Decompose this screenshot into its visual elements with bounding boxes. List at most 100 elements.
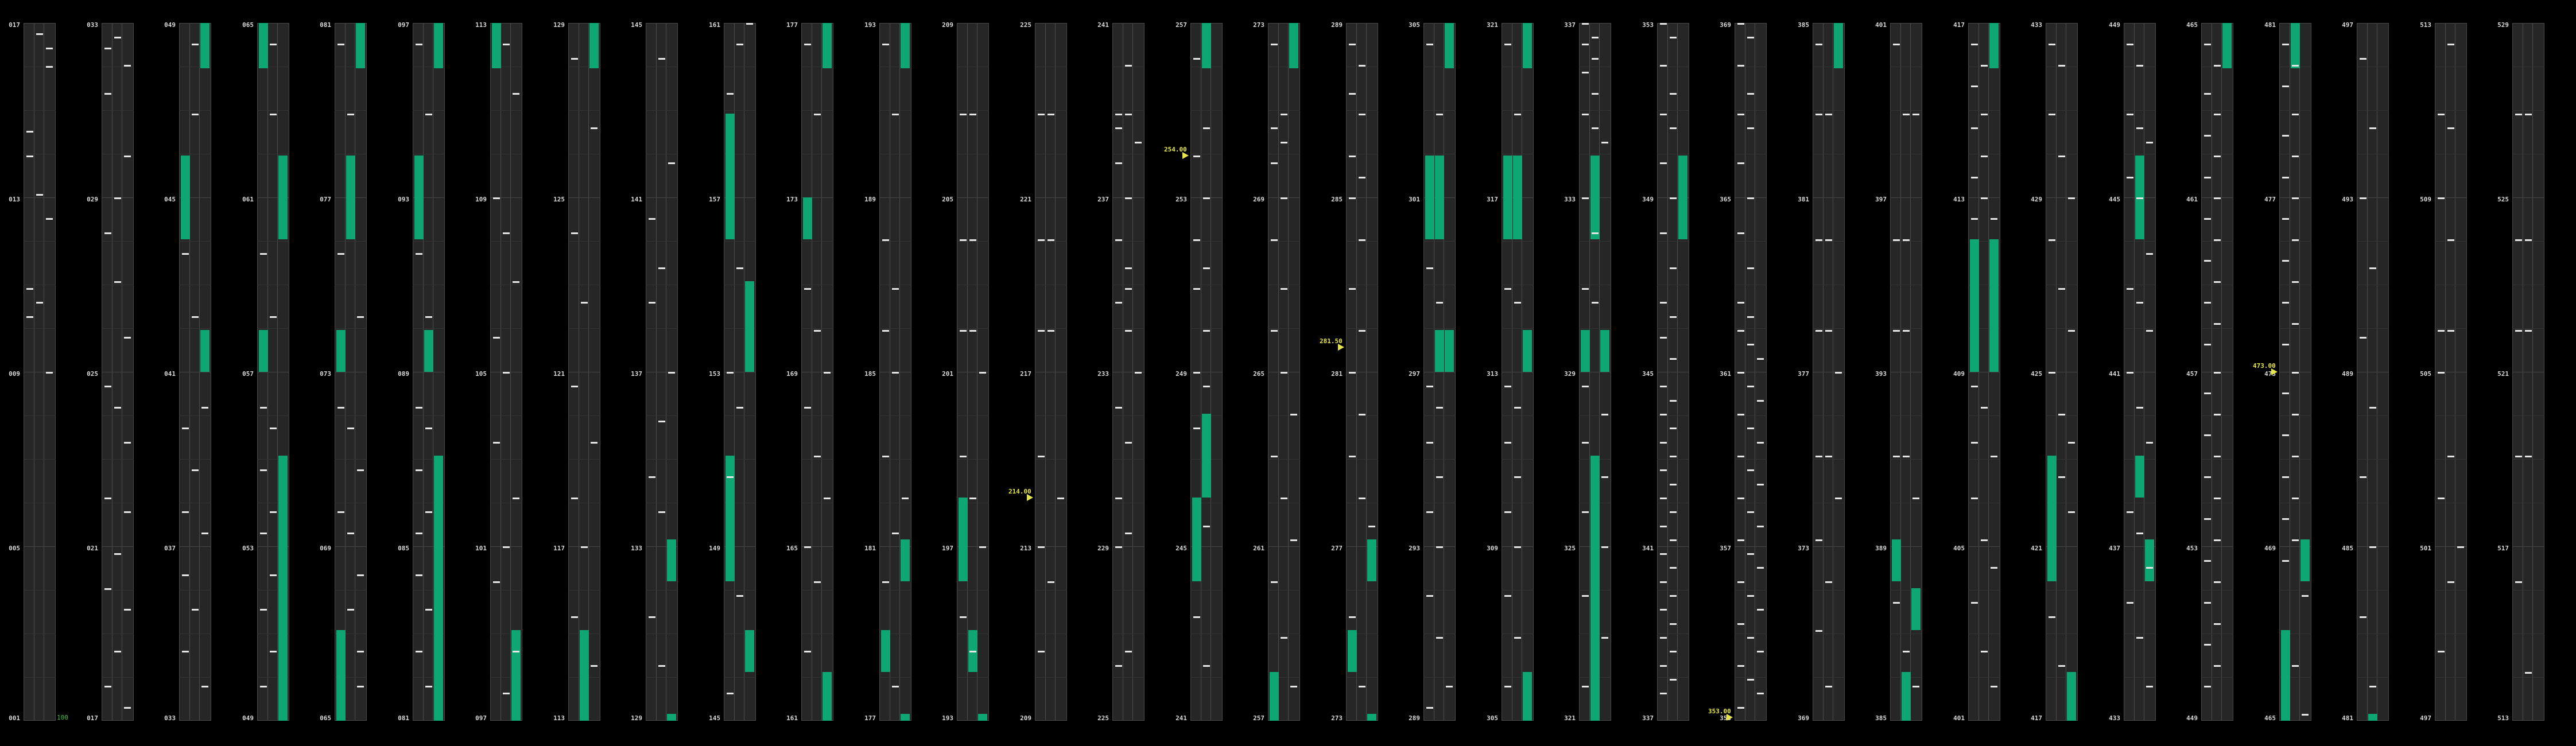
active-segment[interactable] — [1445, 23, 1454, 68]
active-segment[interactable] — [978, 714, 987, 721]
active-segment[interactable] — [803, 197, 812, 239]
active-segment[interactable] — [1523, 330, 1532, 372]
channel-strip[interactable] — [1423, 23, 1456, 721]
active-segment[interactable] — [2368, 714, 2377, 721]
active-segment[interactable] — [1892, 539, 1901, 581]
active-segment[interactable] — [434, 456, 443, 721]
channel-strip[interactable] — [1502, 23, 1534, 721]
active-segment[interactable] — [1202, 23, 1211, 68]
active-segment[interactable] — [1523, 23, 1532, 68]
active-segment[interactable] — [2281, 630, 2290, 721]
channel-strip[interactable] — [1190, 23, 1223, 721]
active-segment[interactable] — [2145, 539, 2154, 581]
active-segment[interactable] — [1289, 23, 1298, 68]
active-segment[interactable] — [278, 456, 288, 721]
active-segment[interactable] — [881, 630, 890, 672]
active-segment[interactable] — [667, 539, 676, 581]
active-segment[interactable] — [1590, 456, 1600, 721]
channel-strip[interactable] — [1657, 23, 1689, 721]
active-segment[interactable] — [434, 23, 443, 68]
active-segment[interactable] — [2067, 672, 2076, 721]
active-segment[interactable] — [346, 156, 355, 239]
active-segment[interactable] — [745, 630, 754, 672]
channel-strip[interactable] — [568, 23, 600, 721]
active-segment[interactable] — [336, 630, 346, 721]
active-segment[interactable] — [2291, 23, 2300, 68]
channel-strip[interactable] — [2435, 23, 2467, 721]
channel-strip[interactable] — [1035, 23, 1067, 721]
active-segment[interactable] — [959, 498, 968, 581]
channel-strip[interactable] — [490, 23, 522, 721]
channel-strip[interactable] — [724, 23, 756, 721]
active-segment[interactable] — [1435, 330, 1444, 372]
active-segment[interactable] — [726, 456, 735, 581]
active-segment[interactable] — [511, 630, 521, 721]
active-segment[interactable] — [356, 23, 365, 68]
channel-strip[interactable] — [413, 23, 445, 721]
channel-strip[interactable] — [2201, 23, 2233, 721]
channel-strip[interactable] — [1579, 23, 1611, 721]
channel-strip[interactable] — [179, 23, 211, 721]
active-segment[interactable] — [1270, 672, 1279, 721]
active-segment[interactable] — [1989, 23, 1999, 68]
active-segment[interactable] — [1202, 414, 1211, 498]
channel-strip[interactable] — [1346, 23, 1378, 721]
active-segment[interactable] — [1435, 156, 1444, 239]
active-segment[interactable] — [726, 114, 735, 239]
active-segment[interactable] — [259, 23, 268, 68]
channel-strip[interactable] — [1735, 23, 1767, 721]
active-segment[interactable] — [1523, 672, 1532, 721]
active-segment[interactable] — [2135, 456, 2144, 498]
channel-strip[interactable] — [1268, 23, 1300, 721]
channel-strip[interactable] — [1968, 23, 2000, 721]
active-segment[interactable] — [1192, 498, 1201, 581]
channel-strip[interactable] — [2279, 23, 2311, 721]
active-segment[interactable] — [414, 156, 424, 239]
channel-strip[interactable] — [102, 23, 134, 721]
active-segment[interactable] — [1513, 156, 1522, 239]
active-segment[interactable] — [823, 23, 832, 68]
active-segment[interactable] — [901, 23, 910, 68]
active-segment[interactable] — [901, 539, 910, 581]
active-segment[interactable] — [200, 23, 210, 68]
active-segment[interactable] — [1911, 588, 1921, 630]
channel-strip[interactable] — [257, 23, 289, 721]
active-segment[interactable] — [259, 330, 268, 372]
active-segment[interactable] — [1902, 672, 1911, 721]
active-segment[interactable] — [1348, 630, 1357, 672]
active-segment[interactable] — [1503, 156, 1512, 239]
active-segment[interactable] — [1445, 330, 1454, 372]
channel-strip[interactable] — [801, 23, 833, 721]
channel-strip[interactable] — [646, 23, 678, 721]
active-segment[interactable] — [1834, 23, 1843, 68]
active-segment[interactable] — [1600, 330, 1609, 372]
channel-strip[interactable] — [24, 23, 56, 721]
active-segment[interactable] — [823, 672, 832, 721]
active-segment[interactable] — [200, 330, 210, 372]
channel-strip[interactable] — [2046, 23, 2078, 721]
channel-strip[interactable] — [1112, 23, 1145, 721]
channel-strip[interactable] — [2512, 23, 2544, 721]
channel-strip[interactable] — [2357, 23, 2389, 721]
channel-strip[interactable] — [1890, 23, 1922, 721]
active-segment[interactable] — [1425, 156, 1434, 239]
active-segment[interactable] — [1590, 156, 1600, 239]
channel-strip[interactable] — [957, 23, 989, 721]
active-segment[interactable] — [2222, 23, 2232, 68]
active-segment[interactable] — [278, 156, 288, 239]
active-segment[interactable] — [1367, 714, 1376, 721]
channel-strip[interactable] — [879, 23, 911, 721]
channel-strip[interactable] — [2124, 23, 2156, 721]
active-segment[interactable] — [181, 156, 190, 239]
active-segment[interactable] — [2300, 539, 2310, 581]
active-segment[interactable] — [492, 23, 501, 68]
active-segment[interactable] — [667, 714, 676, 721]
active-segment[interactable] — [1367, 539, 1376, 581]
active-segment[interactable] — [1989, 239, 1999, 372]
active-segment[interactable] — [424, 330, 433, 372]
active-segment[interactable] — [2047, 456, 2057, 581]
active-segment[interactable] — [1581, 330, 1590, 372]
active-segment[interactable] — [336, 330, 346, 372]
channel-strip[interactable] — [1813, 23, 1845, 721]
active-segment[interactable] — [1678, 156, 1687, 239]
